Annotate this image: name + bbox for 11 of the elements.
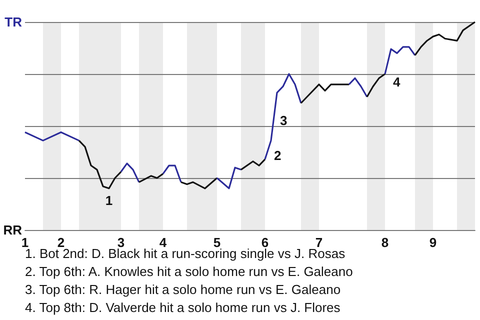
annotation: 1 bbox=[105, 192, 113, 208]
ref-line-label: RR bbox=[3, 222, 23, 238]
text: 3. Top 6th: R. Hager hit a solo home run vs E. Galeano bbox=[25, 282, 341, 297]
annotation: 2 bbox=[274, 148, 282, 163]
x-tick-label: 8 bbox=[381, 235, 389, 250]
annotation: 4 bbox=[393, 74, 401, 90]
text: 4. Top 8th: D. Valverde hit a solo home run vs J. Flores bbox=[25, 300, 341, 315]
x-tick-label: 9 bbox=[429, 235, 437, 250]
text: 2. Top 6th: A. Knowles hit a solo home run vs E. Galeano bbox=[25, 264, 353, 279]
ref-line-label: TR bbox=[4, 14, 23, 30]
annotation: 3 bbox=[280, 113, 288, 128]
